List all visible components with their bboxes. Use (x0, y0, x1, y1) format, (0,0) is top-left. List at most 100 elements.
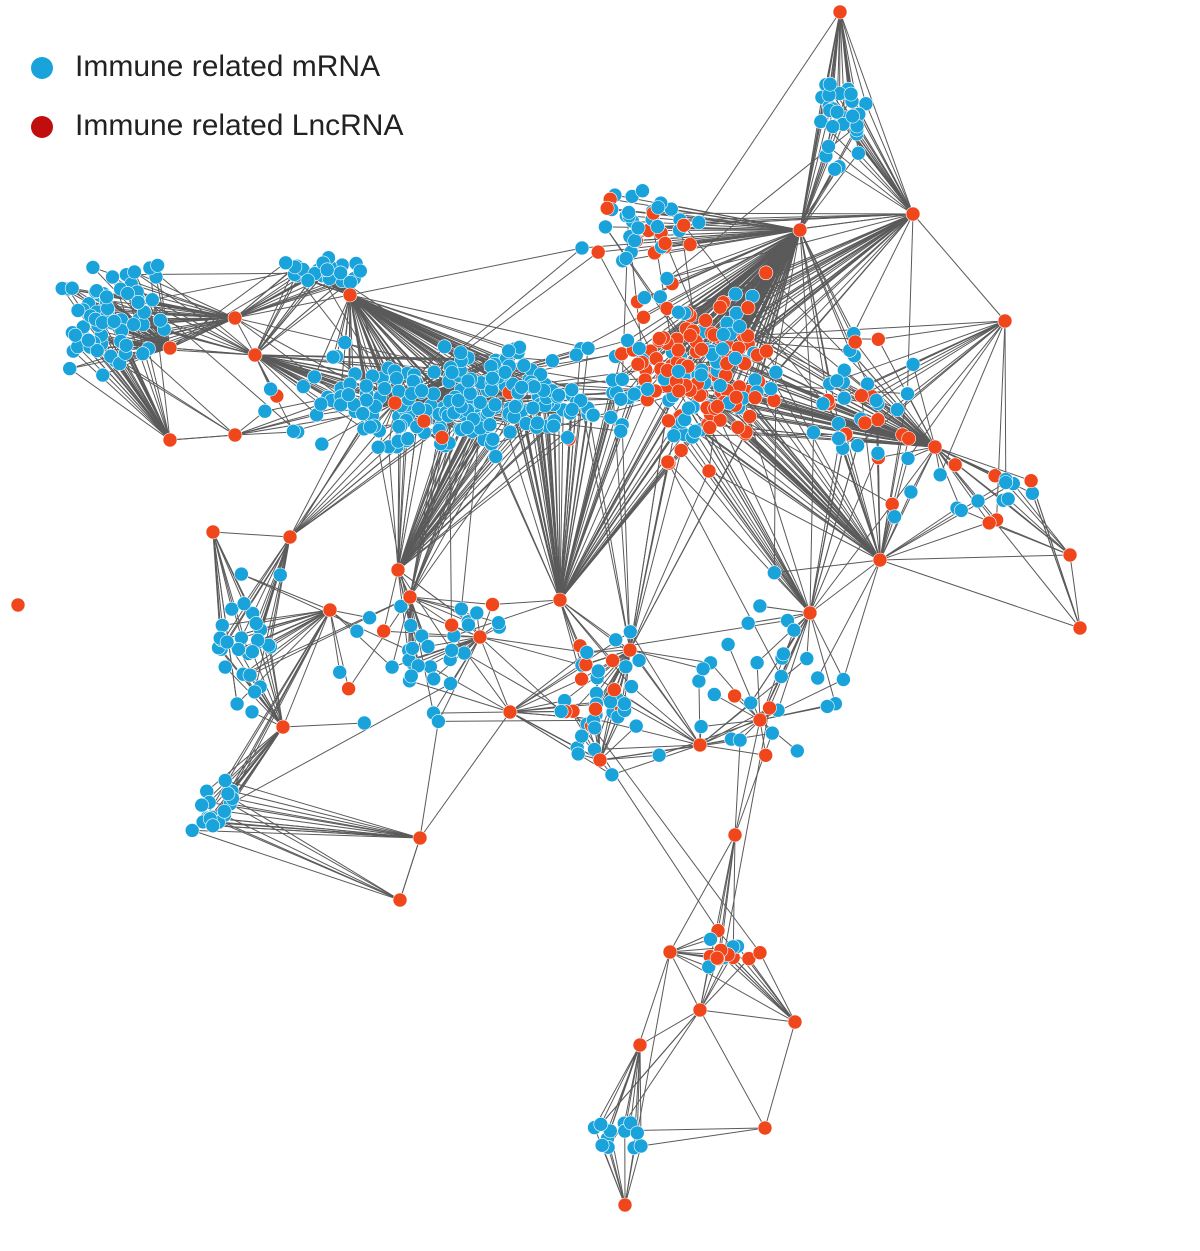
edge (226, 396, 381, 643)
mrna-node (420, 639, 436, 654)
edge (629, 450, 682, 651)
mrna-node (118, 338, 134, 353)
edge (509, 703, 597, 713)
mrna-node (845, 108, 860, 124)
mrna-node (278, 255, 294, 271)
lncrna-node (630, 356, 646, 372)
edge (397, 437, 568, 571)
edge (243, 536, 291, 605)
edge (314, 294, 351, 378)
edge (629, 461, 669, 651)
edge (430, 666, 511, 713)
mrna-node (776, 646, 791, 662)
edge (748, 612, 811, 624)
edge (115, 317, 236, 362)
mrna-node (652, 289, 668, 305)
mrna-node (99, 289, 114, 305)
mrna-node (706, 687, 722, 702)
mrna-node (205, 818, 221, 834)
mrna-node (789, 743, 805, 759)
mrna-node (573, 393, 589, 408)
lncrna-node (574, 671, 589, 687)
edge (766, 350, 881, 561)
edge (934, 446, 1081, 629)
mrna-node (224, 601, 240, 617)
edge (799, 152, 859, 231)
mrna-node (621, 205, 637, 220)
edge (282, 722, 365, 728)
edge (255, 536, 291, 624)
edge (479, 636, 511, 713)
lncrna-node (617, 1197, 633, 1213)
mrna-node (887, 509, 902, 525)
mrna-node (618, 659, 634, 675)
mrna-node (247, 684, 262, 700)
mrna-node (587, 720, 603, 736)
edge (289, 414, 410, 538)
mrna-node (691, 215, 707, 230)
mrna-node (106, 314, 122, 329)
mrna-node (626, 386, 642, 402)
lncrna-node (727, 688, 742, 704)
edge (409, 596, 434, 714)
lncrna-node (322, 602, 338, 618)
mrna-node (829, 104, 845, 120)
edge (234, 275, 297, 319)
mrna-node (740, 615, 756, 631)
mrna-node (307, 369, 322, 385)
mrna-node (352, 263, 368, 279)
mrna-node (444, 365, 460, 380)
edge (669, 951, 796, 1023)
mrna-node (900, 451, 916, 466)
lncrna-node (651, 331, 667, 346)
edge (799, 168, 836, 231)
edge (891, 446, 936, 505)
mrna-node (743, 695, 759, 711)
mrna-node (362, 419, 378, 435)
edge (232, 797, 421, 839)
edge (321, 402, 396, 445)
edge (759, 605, 811, 614)
mrna-node (333, 397, 349, 413)
edge (809, 559, 881, 614)
mrna-node (851, 145, 866, 161)
edge (256, 609, 331, 624)
edge (329, 609, 393, 668)
mrna-node (62, 361, 77, 376)
lncrna-node (927, 439, 943, 455)
lncrna-node (758, 265, 774, 281)
mrna-node (564, 402, 580, 417)
mrna-node (325, 349, 341, 365)
mrna-node (272, 567, 288, 583)
edge (845, 434, 881, 561)
edge (774, 559, 881, 574)
edge (735, 396, 881, 561)
edge (838, 438, 881, 561)
mrna-node (502, 424, 518, 440)
lncrna-node (710, 399, 725, 414)
mrna-node (81, 332, 96, 348)
lncrna-node (590, 244, 606, 260)
mrna-node (829, 373, 845, 389)
mrna-node (747, 372, 763, 388)
mrna-node (831, 416, 846, 431)
lncrna-node (588, 701, 603, 717)
edge (349, 294, 451, 402)
mrna-node (400, 431, 416, 447)
mrna-node (998, 475, 1014, 490)
edge (229, 803, 401, 901)
mrna-node (598, 219, 613, 235)
mrna-node (822, 76, 838, 92)
lncrna-node (752, 945, 768, 961)
edge (838, 166, 914, 215)
edge (809, 432, 815, 614)
mrna-node (234, 566, 249, 582)
lncrna-node (392, 892, 408, 908)
lncrna-node (282, 529, 298, 545)
lncrna-node (10, 597, 26, 613)
mrna-node (546, 418, 561, 434)
edge (734, 740, 741, 836)
edge (509, 710, 562, 713)
lncrna-node (390, 562, 406, 578)
lncrna-node (205, 524, 221, 540)
